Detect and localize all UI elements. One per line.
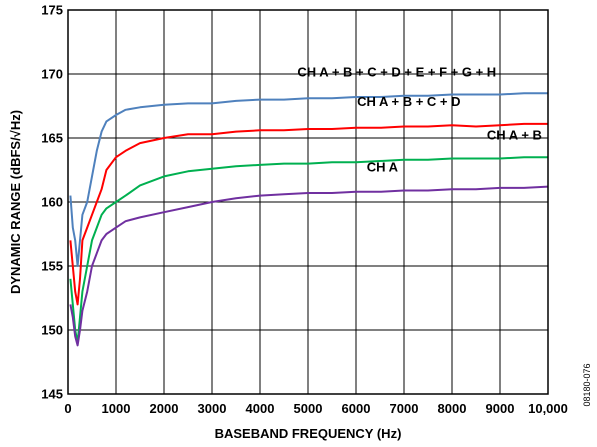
y-tick-labels: 145 150 155 160 165 170 175	[41, 3, 63, 402]
x-tick-labels: 0 1000 2000 3000 4000 5000 6000 7000 8000 9000 10,…	[64, 401, 568, 416]
series-line-1	[69, 122, 548, 306]
y-tick-label: 155	[41, 259, 63, 274]
series-label: CH A + B + C + D	[357, 94, 460, 109]
y-axis-title: DYNAMIC RANGE (dBFS/√Hz)	[8, 110, 23, 294]
series-line-2	[69, 156, 548, 344]
x-tick-label: 10,000	[528, 401, 568, 416]
series-line-0	[69, 92, 548, 267]
figure-code: 08180-076	[582, 363, 592, 406]
y-tick-label: 175	[41, 3, 63, 18]
x-tick-label: 4000	[246, 401, 275, 416]
series-label: CH A	[367, 159, 399, 174]
y-tick-label: 160	[41, 195, 63, 210]
x-axis-title: BASEBAND FREQUENCY (Hz)	[215, 426, 402, 441]
plot-frame	[67, 9, 549, 395]
series-label: CH A + B + C + D + E + F + G + H	[297, 65, 496, 80]
x-tick-label: 8000	[438, 401, 467, 416]
series-labels: CH A + B + C + D + E + F + G + H CH A + B…	[297, 65, 542, 175]
x-tick-label: 7000	[390, 401, 419, 416]
x-tick-label: 3000	[198, 401, 227, 416]
y-tick-label: 170	[41, 67, 63, 82]
x-tick-label: 9000	[486, 401, 515, 416]
x-tick-label: 0	[64, 401, 71, 416]
y-tick-label: 150	[41, 323, 63, 338]
y-tick-label: 145	[41, 387, 63, 402]
y-tick-label: 165	[41, 131, 63, 146]
x-tick-label: 1000	[102, 401, 131, 416]
x-tick-label: 6000	[342, 401, 371, 416]
x-tick-label: 5000	[294, 401, 323, 416]
series-label: CH A + B	[487, 127, 542, 142]
series-line-3	[69, 185, 549, 347]
x-tick-label: 2000	[150, 401, 179, 416]
series-lines	[69, 92, 549, 347]
